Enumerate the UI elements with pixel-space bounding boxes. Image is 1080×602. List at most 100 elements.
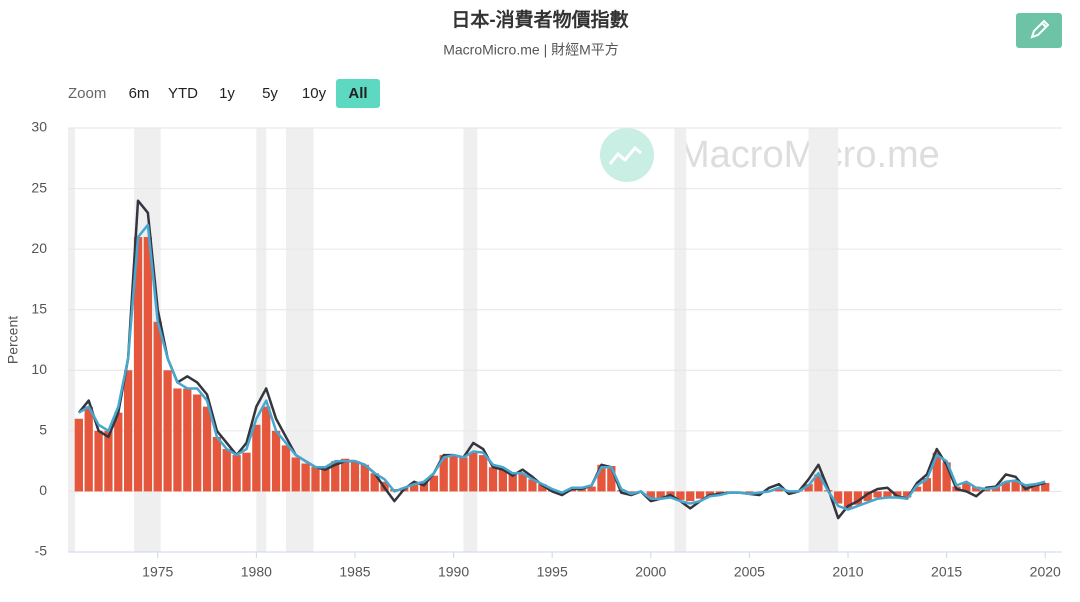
bar: [212, 436, 222, 492]
bar: [114, 412, 123, 492]
recession-band: [463, 128, 478, 552]
bar: [676, 491, 685, 500]
x-tick-label: 2015: [931, 564, 962, 580]
recession-band: [674, 128, 687, 552]
bar: [804, 484, 813, 492]
bar: [893, 491, 902, 497]
bar: [360, 464, 369, 492]
x-tick-label: 2020: [1030, 564, 1061, 580]
zoom-button-active-bg[interactable]: [336, 79, 380, 108]
y-tick-label: -5: [35, 543, 48, 559]
bar: [311, 467, 320, 492]
bar: [942, 462, 951, 492]
bar: [262, 406, 271, 492]
bar: [873, 491, 882, 498]
bar: [222, 449, 231, 492]
x-tick-label: 1980: [241, 564, 272, 580]
bar: [922, 478, 932, 492]
x-tick-label: 1995: [537, 564, 568, 580]
zoom-button[interactable]: 6m: [129, 85, 150, 102]
bar: [479, 455, 488, 492]
y-tick-label: 5: [39, 422, 47, 438]
bar: [498, 468, 508, 492]
y-tick-label: 15: [31, 300, 47, 316]
edit-button-bg[interactable]: [1016, 13, 1062, 48]
bar: [439, 455, 448, 492]
bar: [409, 484, 419, 492]
bar: [1041, 482, 1050, 492]
bar: [814, 474, 823, 492]
zoom-button[interactable]: 10y: [302, 85, 327, 102]
bar: [686, 491, 695, 502]
bar: [84, 406, 93, 492]
bar: [104, 430, 113, 492]
x-tick-label: 2010: [832, 564, 863, 580]
chart-subtitle: MacroMicro.me | 財經M平方: [443, 42, 619, 58]
bar: [883, 491, 892, 498]
bar: [74, 418, 83, 492]
bar: [656, 491, 665, 498]
bar: [193, 394, 202, 492]
bar: [853, 491, 863, 505]
edit-button[interactable]: [1016, 13, 1062, 48]
bar: [528, 479, 537, 492]
watermark-logo: [600, 128, 654, 182]
bar: [291, 457, 300, 492]
bar: [252, 424, 261, 492]
bar: [321, 467, 330, 492]
bar: [695, 491, 705, 499]
bar: [587, 486, 596, 492]
bar: [350, 461, 360, 492]
zoom-label: Zoom: [68, 85, 106, 102]
recession-band: [68, 128, 75, 552]
bar: [488, 467, 498, 492]
bar: [173, 388, 182, 492]
bar: [183, 388, 192, 492]
bar: [469, 452, 478, 492]
y-axis-title: Percent: [5, 316, 21, 364]
line: [77, 199, 1046, 520]
bar: [932, 452, 941, 492]
recession-band: [256, 128, 267, 552]
bar: [163, 370, 172, 492]
bar: [94, 430, 103, 492]
zoom-button[interactable]: 5y: [262, 85, 278, 102]
bar: [508, 474, 517, 492]
zoom-button[interactable]: All: [348, 85, 367, 102]
zoom-button[interactable]: YTD: [168, 85, 198, 102]
bar: [774, 489, 784, 492]
bar: [143, 237, 153, 492]
y-tick-label: 0: [39, 482, 47, 498]
x-tick-label: 1985: [339, 564, 370, 580]
bar: [962, 482, 971, 492]
x-tick-label: 1990: [438, 564, 469, 580]
bar: [429, 475, 438, 492]
bar: [538, 484, 547, 492]
zoom-button[interactable]: 1y: [219, 85, 235, 102]
bar: [281, 445, 291, 492]
bar: [449, 455, 458, 492]
bar: [518, 474, 527, 492]
y-tick-label: 10: [31, 361, 47, 377]
bar: [843, 491, 853, 509]
zoom-buttons: 6m YTD 1y 5y 10y All: [129, 79, 380, 108]
bar: [646, 491, 655, 498]
bar: [1001, 481, 1010, 492]
x-tick-label: 2000: [635, 564, 666, 580]
y-tick-label: 20: [31, 240, 47, 256]
bar: [607, 465, 616, 492]
x-tick-label: 1975: [142, 564, 173, 580]
bar: [153, 321, 162, 492]
bar: [124, 370, 133, 492]
bar: [834, 491, 843, 504]
bar: [863, 491, 872, 502]
bar: [133, 237, 143, 492]
bar: [912, 486, 922, 492]
bar: [1011, 480, 1020, 492]
bar: [370, 473, 379, 492]
y-tick-label: 25: [31, 179, 47, 195]
bar: [903, 491, 912, 498]
